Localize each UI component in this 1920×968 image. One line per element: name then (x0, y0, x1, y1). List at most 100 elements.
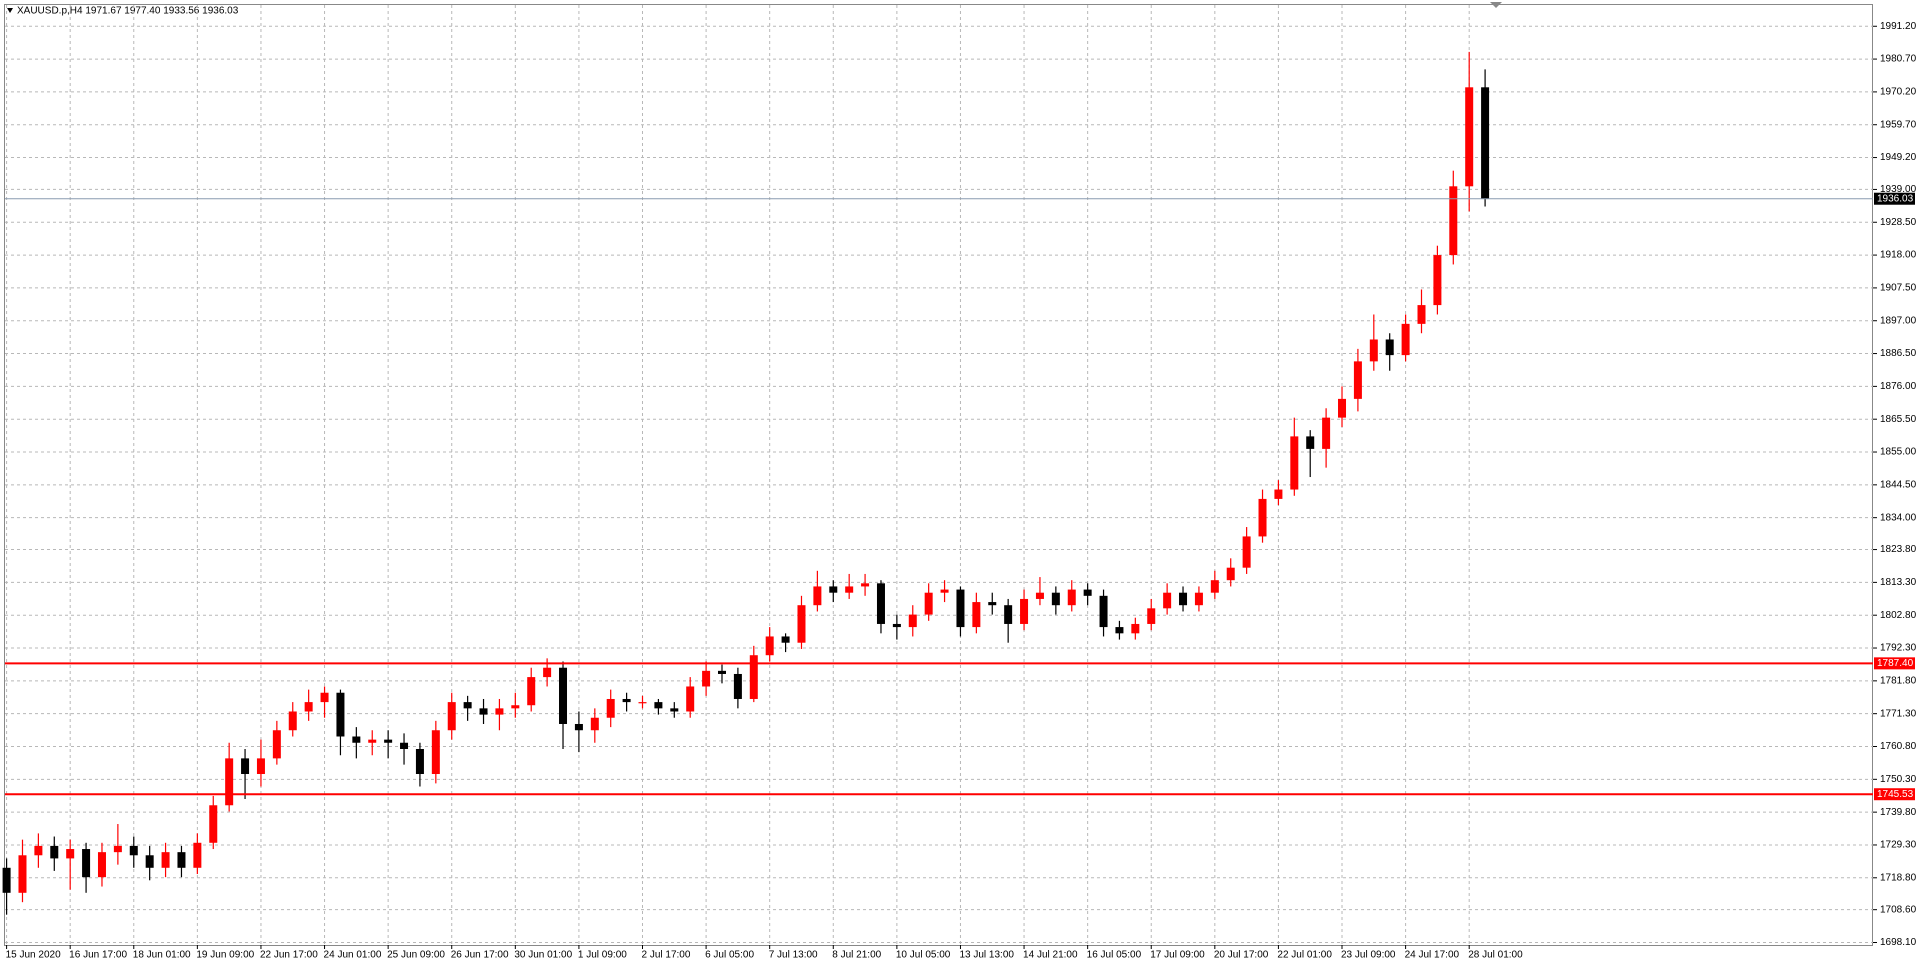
candle-body (1417, 305, 1426, 324)
x-tick-label: 25 Jun 09:00 (387, 950, 445, 961)
candle-body (543, 667, 552, 678)
bid-label: 1936.03 (1877, 193, 1914, 204)
candle-body (1385, 339, 1394, 356)
y-tick-label: 1939.00 (1880, 184, 1917, 195)
y-tick-label: 1980.70 (1880, 54, 1917, 65)
y-tick-label: 1708.60 (1880, 904, 1917, 915)
candle-body (50, 845, 59, 859)
candle-body (1290, 436, 1299, 490)
candle-body (1115, 627, 1124, 634)
candle-body (1274, 489, 1283, 499)
level-label-box (1874, 788, 1915, 801)
candle-body (177, 852, 186, 868)
candle-body (1210, 580, 1219, 593)
candle-body (717, 670, 726, 674)
candle-body (702, 670, 711, 687)
candle-body (1194, 592, 1203, 606)
candle-body (241, 758, 250, 775)
candle-body (606, 698, 615, 718)
candle-body (2, 867, 11, 893)
candle-body (463, 702, 472, 709)
candle-body (1353, 361, 1362, 399)
candle-body (415, 748, 424, 775)
y-tick-label: 1792.30 (1880, 643, 1917, 654)
plot-frame (4, 4, 1873, 946)
x-tick-label: 8 Jul 21:00 (832, 950, 881, 961)
candle-body (638, 702, 647, 704)
x-tick-label: 24 Jul 17:00 (1405, 950, 1460, 961)
candle-body (431, 730, 440, 775)
candle-body (765, 636, 774, 656)
candle-body (1179, 592, 1188, 606)
x-tick-label: 20 Jul 17:00 (1214, 950, 1269, 961)
x-tick-label: 2 Jul 17:00 (642, 950, 691, 961)
candle-body (1163, 592, 1172, 609)
candle-body (1401, 323, 1410, 356)
x-tick-label: 22 Jun 17:00 (260, 950, 318, 961)
x-tick-label: 30 Jun 01:00 (514, 950, 572, 961)
candle-body (861, 583, 870, 587)
y-tick-label: 1739.80 (1880, 807, 1917, 818)
candle-body (225, 758, 234, 806)
y-tick-label: 1823.80 (1880, 544, 1917, 555)
y-tick-label: 1771.30 (1880, 708, 1917, 719)
x-tick-label: 26 Jun 17:00 (451, 950, 509, 961)
candle-body (733, 673, 742, 699)
y-tick-label: 1918.00 (1880, 250, 1917, 261)
x-tick-label: 18 Jun 01:00 (133, 950, 191, 961)
candle-body (495, 708, 504, 715)
y-tick-label: 1844.50 (1880, 479, 1917, 490)
candle-body (1338, 398, 1347, 418)
candle-body (18, 855, 27, 893)
level-label: 1745.53 (1877, 789, 1914, 800)
candle-body (527, 677, 536, 706)
candle-body (940, 589, 949, 593)
x-tick-label: 23 Jul 09:00 (1341, 950, 1396, 961)
candle-body (320, 692, 329, 703)
y-tick-label: 1834.00 (1880, 512, 1917, 523)
candle-body (797, 605, 806, 643)
candle-body (1051, 592, 1060, 606)
candle-body (400, 742, 409, 749)
level-label-box (1874, 657, 1915, 670)
y-tick-label: 1698.10 (1880, 937, 1917, 948)
x-tick-label: 15 Jun 2020 (6, 950, 61, 961)
y-tick-label: 1729.30 (1880, 840, 1917, 851)
x-tick-label: 16 Jul 05:00 (1087, 950, 1142, 961)
menu-triangle[interactable] (7, 8, 13, 13)
y-tick-label: 1781.80 (1880, 675, 1917, 686)
candle-body (1226, 567, 1235, 581)
level-label: 1787.40 (1877, 658, 1914, 669)
candle-body (1067, 589, 1076, 606)
x-tick-label: 24 Jun 01:00 (324, 950, 382, 961)
candle-body (988, 602, 997, 606)
y-tick-label: 1897.00 (1880, 315, 1917, 326)
candle-body (129, 845, 138, 856)
candle-body (1020, 598, 1029, 624)
y-tick-label: 1970.20 (1880, 87, 1917, 98)
shift-marker (1490, 2, 1502, 8)
candle-body (384, 739, 393, 743)
y-tick-label: 1907.50 (1880, 283, 1917, 294)
candle-body (972, 602, 981, 628)
candle-body (892, 623, 901, 628)
candle-body (924, 592, 933, 615)
y-tick-label: 1855.00 (1880, 447, 1917, 458)
x-tick-label: 1 Jul 09:00 (578, 950, 627, 961)
x-tick-label: 16 Jun 17:00 (69, 950, 127, 961)
candle-body (352, 736, 361, 743)
candle-body (876, 583, 885, 624)
candle-body (1449, 186, 1458, 256)
candle-body (511, 705, 520, 709)
y-tick-label: 1991.20 (1880, 21, 1917, 32)
candle-body (590, 717, 599, 731)
candle-body (1481, 87, 1490, 199)
candle-body (829, 586, 838, 593)
y-tick-label: 1928.50 (1880, 217, 1917, 228)
x-tick-label: 10 Jul 05:00 (896, 950, 951, 961)
candle-body (34, 845, 43, 856)
candle-body (781, 636, 790, 643)
candle-body (1242, 536, 1251, 568)
